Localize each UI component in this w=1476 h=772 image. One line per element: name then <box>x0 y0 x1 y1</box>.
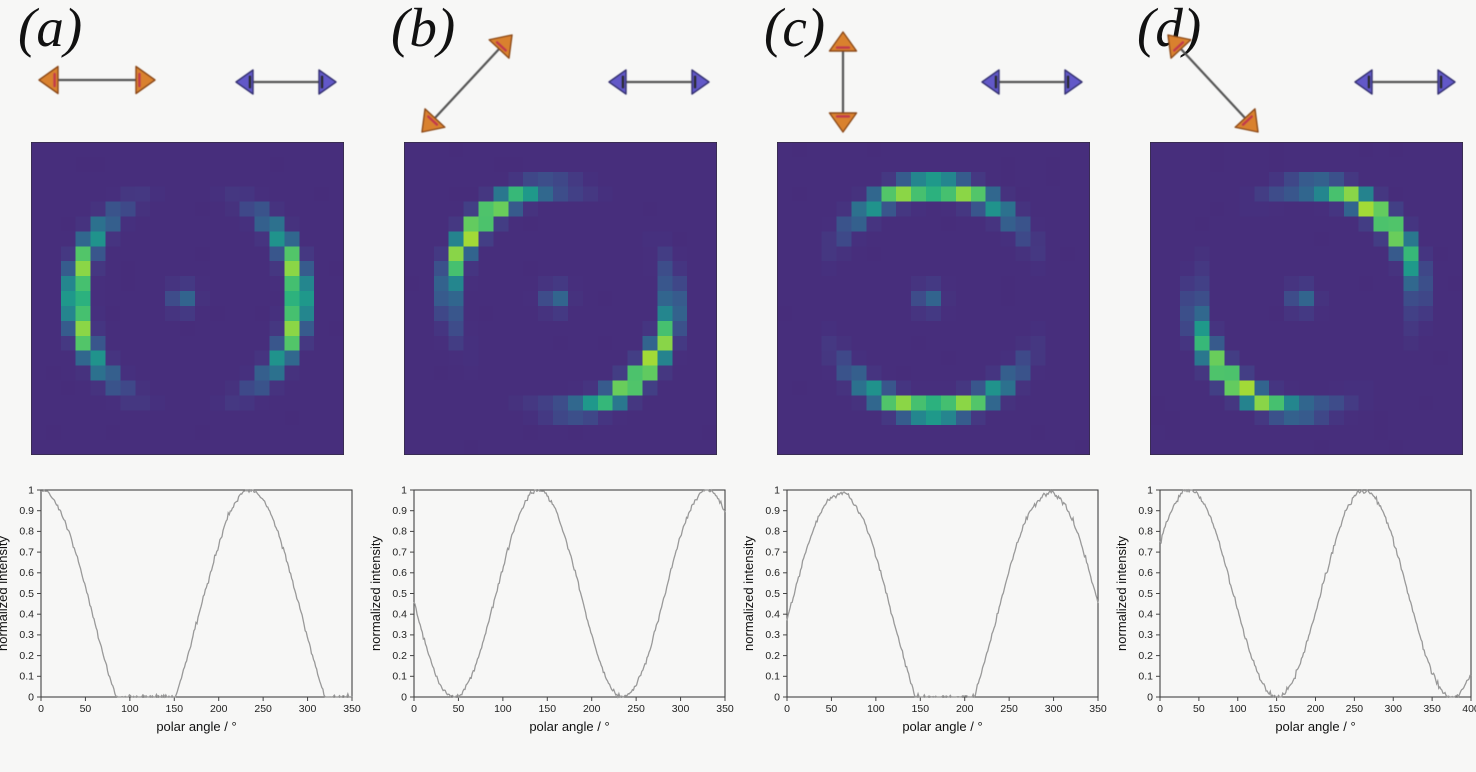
svg-text:50: 50 <box>826 703 838 715</box>
svg-text:150: 150 <box>166 703 184 715</box>
svg-text:0: 0 <box>28 691 34 703</box>
svg-text:0.6: 0.6 <box>19 567 34 579</box>
svg-text:normalized intensity: normalized intensity <box>368 536 383 651</box>
svg-text:polar angle / °: polar angle / ° <box>529 719 609 734</box>
svg-text:100: 100 <box>494 703 512 715</box>
svg-text:250: 250 <box>627 703 645 715</box>
svg-text:250: 250 <box>1346 703 1364 715</box>
svg-text:0.1: 0.1 <box>19 671 34 683</box>
svg-text:200: 200 <box>210 703 228 715</box>
svg-text:1: 1 <box>401 484 407 496</box>
svg-text:1: 1 <box>1147 484 1153 496</box>
svg-text:0: 0 <box>1157 703 1163 715</box>
svg-text:0.8: 0.8 <box>19 526 34 538</box>
svg-text:0: 0 <box>411 703 417 715</box>
svg-text:0.7: 0.7 <box>765 546 780 558</box>
svg-text:0.9: 0.9 <box>765 505 780 517</box>
svg-text:350: 350 <box>343 703 361 715</box>
svg-text:0.4: 0.4 <box>765 609 780 621</box>
svg-text:100: 100 <box>121 703 139 715</box>
svg-text:0.5: 0.5 <box>19 588 34 600</box>
svg-text:0.5: 0.5 <box>1138 588 1153 600</box>
svg-text:0.2: 0.2 <box>19 650 34 662</box>
svg-text:50: 50 <box>453 703 465 715</box>
svg-text:150: 150 <box>1268 703 1286 715</box>
svg-text:0.2: 0.2 <box>392 650 407 662</box>
svg-text:0.4: 0.4 <box>1138 609 1153 621</box>
svg-text:normalized intensity: normalized intensity <box>741 536 756 651</box>
svg-text:polar angle / °: polar angle / ° <box>1275 719 1355 734</box>
svg-text:polar angle / °: polar angle / ° <box>156 719 236 734</box>
svg-text:0.6: 0.6 <box>1138 567 1153 579</box>
svg-text:350: 350 <box>1089 703 1107 715</box>
svg-text:0.4: 0.4 <box>19 609 34 621</box>
svg-text:0: 0 <box>1147 691 1153 703</box>
svg-text:0.6: 0.6 <box>392 567 407 579</box>
svg-text:0.9: 0.9 <box>1138 505 1153 517</box>
svg-text:0.5: 0.5 <box>765 588 780 600</box>
svg-text:50: 50 <box>80 703 92 715</box>
svg-text:0.3: 0.3 <box>765 629 780 641</box>
svg-text:normalized intensity: normalized intensity <box>0 536 10 651</box>
svg-text:300: 300 <box>1045 703 1063 715</box>
svg-text:150: 150 <box>912 703 930 715</box>
svg-text:0.3: 0.3 <box>19 629 34 641</box>
svg-text:50: 50 <box>1193 703 1205 715</box>
svg-text:0.2: 0.2 <box>765 650 780 662</box>
svg-text:0.3: 0.3 <box>1138 629 1153 641</box>
svg-text:0.1: 0.1 <box>392 671 407 683</box>
svg-text:100: 100 <box>867 703 885 715</box>
svg-text:100: 100 <box>1229 703 1247 715</box>
svg-text:250: 250 <box>254 703 272 715</box>
svg-text:0: 0 <box>401 691 407 703</box>
svg-text:0.9: 0.9 <box>392 505 407 517</box>
svg-text:0: 0 <box>784 703 790 715</box>
svg-text:1: 1 <box>774 484 780 496</box>
svg-text:0.8: 0.8 <box>392 526 407 538</box>
svg-text:300: 300 <box>1384 703 1402 715</box>
svg-text:0.5: 0.5 <box>392 588 407 600</box>
svg-text:1: 1 <box>28 484 34 496</box>
svg-text:200: 200 <box>583 703 601 715</box>
svg-text:0.8: 0.8 <box>765 526 780 538</box>
svg-text:0.8: 0.8 <box>1138 526 1153 538</box>
svg-text:0: 0 <box>774 691 780 703</box>
svg-text:0.7: 0.7 <box>1138 546 1153 558</box>
svg-text:350: 350 <box>716 703 734 715</box>
svg-text:200: 200 <box>956 703 974 715</box>
svg-text:300: 300 <box>672 703 690 715</box>
svg-text:0: 0 <box>38 703 44 715</box>
svg-text:0.4: 0.4 <box>392 609 407 621</box>
svg-text:400: 400 <box>1462 703 1476 715</box>
svg-text:0.9: 0.9 <box>19 505 34 517</box>
svg-text:0.6: 0.6 <box>765 567 780 579</box>
svg-text:350: 350 <box>1423 703 1441 715</box>
svg-text:0.7: 0.7 <box>392 546 407 558</box>
svg-text:normalized intensity: normalized intensity <box>1114 536 1129 651</box>
svg-text:0.1: 0.1 <box>1138 671 1153 683</box>
svg-text:polar angle / °: polar angle / ° <box>902 719 982 734</box>
svg-text:150: 150 <box>539 703 557 715</box>
svg-text:0.7: 0.7 <box>19 546 34 558</box>
svg-text:300: 300 <box>299 703 317 715</box>
svg-text:200: 200 <box>1307 703 1325 715</box>
svg-text:250: 250 <box>1000 703 1018 715</box>
svg-text:0.2: 0.2 <box>1138 650 1153 662</box>
svg-text:0.3: 0.3 <box>392 629 407 641</box>
svg-text:0.1: 0.1 <box>765 671 780 683</box>
